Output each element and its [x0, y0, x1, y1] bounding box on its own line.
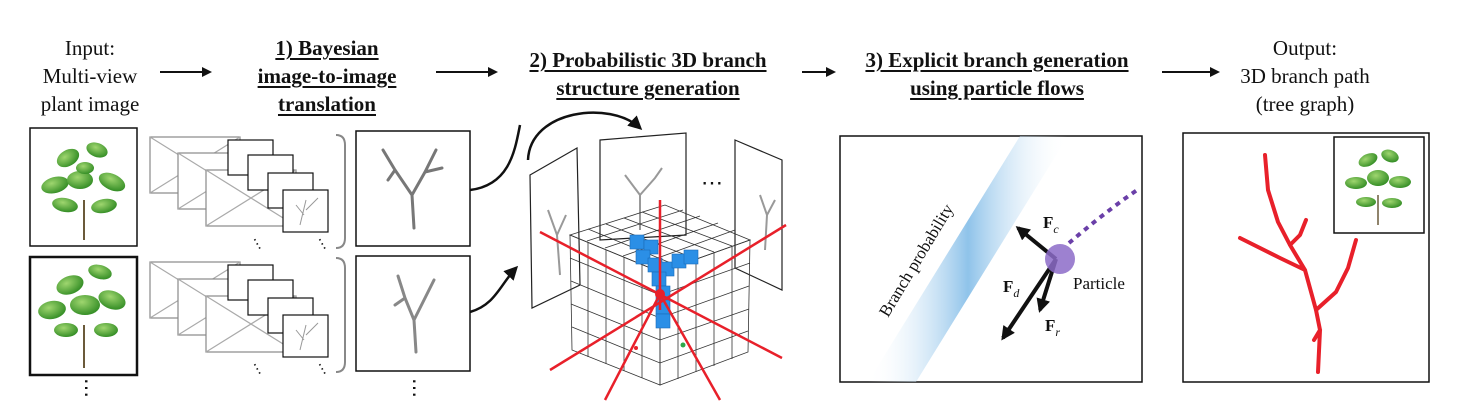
- stage3-caption: 3) Explicit branch generation using part…: [832, 46, 1162, 102]
- particle-flow-panel: [839, 135, 1143, 383]
- stage1-line-2: image-to-image: [257, 64, 397, 88]
- stack2-ellipsis-a: ⋯: [247, 360, 267, 380]
- planes-ellipsis: ⋯: [701, 170, 723, 195]
- input-line-1: Input:: [64, 36, 116, 60]
- stack1-ellipsis-b: ⋯: [312, 235, 332, 255]
- force-d-label: Fd: [1003, 277, 1020, 300]
- stack1-ellipsis-a: ⋯: [247, 235, 267, 255]
- maps-ellipsis: ⋯: [403, 378, 425, 398]
- force-d-sub: d: [1013, 286, 1020, 300]
- force-r-sub: r: [1055, 325, 1060, 339]
- stage1-line-1: 1) Bayesian: [275, 36, 379, 60]
- force-c-label: Fc: [1043, 213, 1059, 236]
- force-c-sub: c: [1053, 222, 1059, 236]
- arrow-map2-to-voxel: [469, 265, 519, 314]
- bracket-2: [335, 257, 346, 373]
- output-caption: Output: 3D branch path (tree graph): [1220, 34, 1390, 118]
- input-plant-image-2: [28, 255, 139, 377]
- bracket-1: [335, 134, 346, 249]
- voxel-visualization: [529, 132, 787, 401]
- output-line-2: 3D branch path: [1240, 64, 1370, 88]
- force-r-main: F: [1045, 316, 1055, 335]
- stack2-ellipsis-b: ⋯: [312, 360, 332, 380]
- input-line-2: Multi-view: [42, 64, 138, 88]
- branch-map-2: [355, 255, 471, 372]
- force-d-main: F: [1003, 277, 1013, 296]
- network-stack-2: [149, 261, 329, 358]
- stage2-line-2: structure generation: [556, 76, 740, 100]
- stage3-line-1: 3) Explicit branch generation: [865, 48, 1129, 72]
- branch-map-1: [355, 130, 471, 247]
- input-line-3: plant image: [40, 92, 140, 116]
- output-line-3: (tree graph): [1255, 92, 1355, 116]
- stage1-caption: 1) Bayesian image-to-image translation: [232, 34, 422, 118]
- output-panel: [1182, 132, 1430, 383]
- arrow-map1-to-voxel: [469, 124, 522, 192]
- force-c-main: F: [1043, 213, 1053, 232]
- force-r-label: Fr: [1045, 316, 1060, 339]
- arrow-top-curve: [526, 111, 643, 161]
- stage2-line-1: 2) Probabilistic 3D branch: [529, 48, 767, 72]
- stage1-line-3: translation: [277, 92, 376, 116]
- output-inset-plant: [1345, 149, 1411, 225]
- network-stack-1: [149, 136, 329, 233]
- particle-label: Particle: [1073, 274, 1125, 293]
- stage3-line-2: using particle flows: [910, 76, 1084, 100]
- input-more-ellipsis: ⋯: [75, 378, 97, 398]
- stage2-caption: 2) Probabilistic 3D branch structure gen…: [498, 46, 798, 102]
- output-line-1: Output:: [1272, 36, 1338, 60]
- input-plant-image-1: [29, 127, 138, 247]
- input-caption: Input: Multi-view plant image: [20, 34, 160, 118]
